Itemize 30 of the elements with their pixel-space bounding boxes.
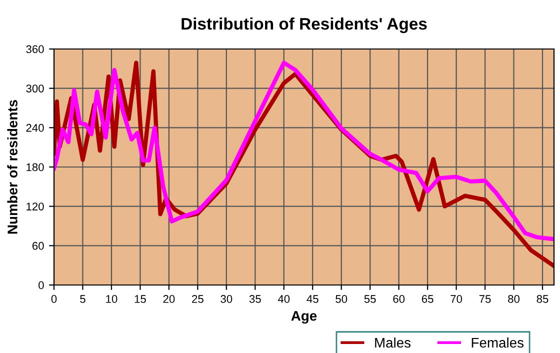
- y-tick-label: 60: [32, 242, 44, 250]
- x-tick-label: 85: [536, 295, 548, 303]
- x-tick-label: 55: [364, 295, 376, 303]
- x-tick-label: 20: [163, 295, 175, 303]
- y-tick-label: 300: [26, 84, 44, 92]
- x-tick-label: 50: [336, 295, 348, 303]
- x-tick-label: 15: [134, 295, 146, 303]
- x-tick-label: 0: [51, 295, 57, 303]
- x-tick-label: 30: [220, 295, 232, 303]
- y-tick-label: 0: [38, 281, 44, 290]
- y-tick-label: 360: [26, 45, 44, 54]
- x-tick-label: 80: [508, 295, 520, 303]
- x-tick-label: 60: [393, 295, 405, 303]
- chart-title: Distribution of Residents' Ages: [182, 17, 427, 34]
- x-tick-label: 40: [278, 295, 290, 303]
- x-tick-label: 75: [479, 295, 491, 303]
- legend-label: Females: [472, 337, 524, 348]
- x-tick-label: 5: [80, 295, 86, 303]
- x-tick-label: 45: [306, 295, 318, 303]
- x-tick-label: 10: [106, 295, 118, 303]
- x-tick-label: 70: [450, 295, 462, 303]
- x-tick-label: 25: [192, 295, 204, 303]
- x-axis-title: Age: [291, 311, 317, 324]
- y-tick-label: 180: [26, 163, 44, 172]
- y-axis-title: Number of residents: [7, 100, 18, 234]
- legend-label: Males: [375, 337, 411, 348]
- y-tick-label: 240: [26, 124, 44, 132]
- x-tick-label: 65: [422, 295, 434, 303]
- x-tick-label: 35: [249, 295, 261, 303]
- y-tick-label: 120: [26, 202, 44, 210]
